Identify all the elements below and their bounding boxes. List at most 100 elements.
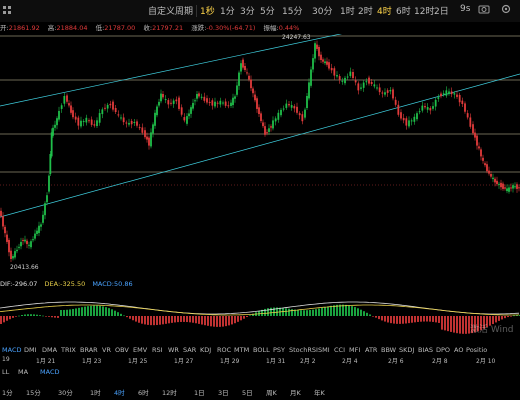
macd-bar bbox=[312, 309, 314, 316]
candle-body bbox=[200, 96, 203, 98]
indicator-tab-stochrsi[interactable]: StochRSI bbox=[289, 346, 318, 354]
candlestick-chart[interactable]: 24247.63 20413.66 bbox=[0, 34, 520, 276]
bottom-tf-1分[interactable]: 1分 bbox=[2, 389, 13, 397]
candle-body bbox=[2, 216, 4, 227]
tf-5m[interactable]: 5分 bbox=[260, 7, 275, 17]
tf-2h[interactable]: 2时 bbox=[358, 7, 373, 17]
bottom-tf-5日[interactable]: 5日 bbox=[242, 389, 253, 397]
macd-bar bbox=[75, 308, 77, 316]
bottom-tf-年K[interactable]: 年K bbox=[314, 389, 325, 397]
indicator-tab-obv[interactable]: OBV bbox=[115, 346, 129, 354]
bottom-tf-4时[interactable]: 4时 bbox=[114, 389, 125, 397]
grid-icon[interactable] bbox=[2, 5, 14, 17]
macd-bar bbox=[114, 310, 116, 316]
indicator-tab-atr[interactable]: ATR bbox=[365, 346, 378, 354]
indicator-tab-kdj[interactable]: KDJ bbox=[200, 346, 212, 354]
bottom-tf-周K[interactable]: 周K bbox=[266, 389, 277, 397]
indicator-tab-positio[interactable]: Positio bbox=[466, 346, 488, 354]
candle-body bbox=[219, 100, 222, 105]
candle-body bbox=[512, 185, 514, 189]
candle-body bbox=[492, 177, 494, 180]
macd-bar bbox=[513, 315, 515, 317]
sub-label-ma[interactable]: MA bbox=[18, 368, 29, 376]
macd-bar bbox=[225, 316, 227, 327]
indicator-tab-bias[interactable]: BIAS bbox=[418, 346, 433, 354]
sub-label-ll[interactable]: LL bbox=[2, 368, 10, 376]
indicator-tab-vr[interactable]: VR bbox=[102, 346, 111, 354]
candle-body bbox=[6, 234, 8, 242]
tf-1h[interactable]: 1时 bbox=[340, 7, 355, 17]
sub-label-macd[interactable]: MACD bbox=[40, 368, 60, 376]
indicator-tab-mtm[interactable]: MTM bbox=[234, 346, 250, 354]
bottom-tf-12时[interactable]: 12时 bbox=[162, 389, 177, 397]
candle-body bbox=[236, 85, 238, 95]
tf-1s[interactable]: 1秒 bbox=[200, 7, 215, 17]
candle-body bbox=[38, 225, 40, 234]
indicator-tab-trix[interactable]: TRIX bbox=[61, 346, 76, 354]
macd-bar bbox=[96, 305, 98, 316]
macd-bar bbox=[204, 316, 206, 326]
macd-bar bbox=[306, 310, 308, 316]
macd-bar bbox=[210, 316, 212, 327]
candle-body bbox=[54, 124, 56, 128]
candle-body bbox=[421, 105, 424, 111]
indicator-tab-roc[interactable]: ROC bbox=[217, 346, 232, 354]
indicator-tab-macd[interactable]: MACD bbox=[2, 346, 22, 354]
indicator-tab-dpo[interactable]: DPO bbox=[436, 346, 451, 354]
macd-bar bbox=[378, 316, 380, 320]
candle-body bbox=[472, 124, 474, 134]
macd-bar bbox=[168, 316, 170, 324]
bottom-tf-6时[interactable]: 6时 bbox=[138, 389, 149, 397]
candle-body bbox=[175, 99, 178, 102]
tf-15m[interactable]: 15分 bbox=[282, 7, 303, 17]
macd-bar bbox=[54, 316, 56, 318]
indicator-tab-brar[interactable]: BRAR bbox=[80, 346, 98, 354]
tf-2d[interactable]: 2日 bbox=[434, 7, 449, 17]
indicator-tab-emv[interactable]: EMV bbox=[133, 346, 148, 354]
settings-icon[interactable] bbox=[500, 3, 512, 15]
bottom-tf-15分[interactable]: 15分 bbox=[26, 389, 41, 397]
indicator-tab-cci[interactable]: CCI bbox=[334, 346, 345, 354]
tf-4h[interactable]: 4时 bbox=[377, 7, 392, 17]
macd-bar bbox=[252, 313, 254, 316]
candle-body bbox=[208, 101, 211, 103]
indicator-tab-skdj[interactable]: SKDJ bbox=[399, 346, 415, 354]
indicator-tab-dma[interactable]: DMA bbox=[42, 346, 58, 354]
bottom-tf-1日[interactable]: 1日 bbox=[194, 389, 205, 397]
indicator-tab-psy[interactable]: PSY bbox=[273, 346, 286, 354]
bottom-tf-30分[interactable]: 30分 bbox=[58, 389, 73, 397]
indicator-tab-mfi[interactable]: MFI bbox=[349, 346, 361, 354]
camera-icon[interactable] bbox=[478, 3, 490, 15]
candle-body bbox=[130, 120, 133, 125]
macd-chart[interactable] bbox=[0, 286, 520, 344]
indicator-tab-ao[interactable]: AO bbox=[454, 346, 464, 354]
macd-bar bbox=[339, 304, 341, 316]
candle-body bbox=[58, 110, 60, 120]
candle-body bbox=[214, 101, 216, 107]
tf-6h[interactable]: 6时 bbox=[396, 7, 411, 17]
macd-bar bbox=[510, 316, 512, 317]
macd-bar bbox=[315, 309, 317, 316]
indicator-tab-sar[interactable]: SAR bbox=[183, 346, 197, 354]
tf-3m[interactable]: 3分 bbox=[240, 7, 255, 17]
tf-30m[interactable]: 30分 bbox=[312, 7, 333, 17]
macd-bar bbox=[213, 316, 215, 327]
tf-12h[interactable]: 12时 bbox=[414, 7, 435, 17]
indicator-tab-boll[interactable]: BOLL bbox=[253, 346, 270, 354]
tf-1m[interactable]: 1分 bbox=[220, 7, 235, 17]
bottom-tf-3日[interactable]: 3日 bbox=[218, 389, 229, 397]
bottom-tf-月K[interactable]: 月K bbox=[290, 389, 301, 397]
indicator-tab-dmi[interactable]: DMI bbox=[24, 346, 37, 354]
macd-bar bbox=[198, 316, 200, 324]
indicator-tab-wr[interactable]: WR bbox=[168, 346, 179, 354]
refresh-interval[interactable]: 9s bbox=[460, 4, 471, 14]
candle-body bbox=[298, 113, 301, 116]
macd-bar bbox=[486, 316, 488, 328]
custom-period-button[interactable]: 自定义周期 bbox=[148, 7, 194, 17]
indicator-tab-bbw[interactable]: BBW bbox=[381, 346, 397, 354]
indicator-tab-rsi[interactable]: RSI bbox=[152, 346, 163, 354]
candle-body bbox=[326, 61, 328, 65]
bottom-tf-1时[interactable]: 1时 bbox=[90, 389, 101, 397]
indicator-tab-smi[interactable]: SMI bbox=[318, 346, 330, 354]
macd-bar bbox=[111, 309, 113, 316]
